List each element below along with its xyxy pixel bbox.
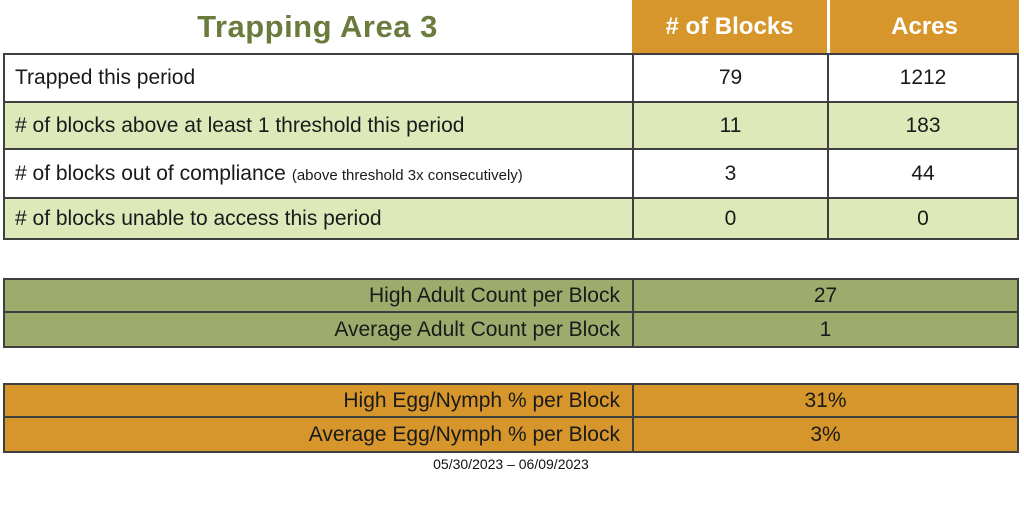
egg-nymph-table: High Egg/Nymph % per Block 31% Average E… <box>3 383 1019 453</box>
row-value: 1 <box>632 313 1017 346</box>
date-range: 05/30/2023 – 06/09/2023 <box>433 456 589 472</box>
row-label: # of blocks out of compliance (above thre… <box>5 150 632 197</box>
row-label: Trapped this period <box>15 66 196 89</box>
table-row: High Egg/Nymph % per Block 31% <box>5 385 1017 418</box>
table-row: High Adult Count per Block 27 <box>5 280 1017 313</box>
acres-value: 44 <box>827 150 1017 197</box>
row-label: High Egg/Nymph % per Block <box>343 388 620 412</box>
table-row: # of blocks out of compliance (above thre… <box>5 150 1017 199</box>
table-row: # of blocks above at least 1 threshold t… <box>5 103 1017 150</box>
acres-value: 183 <box>827 103 1017 148</box>
row-label: # of blocks unable to access this period <box>15 206 382 230</box>
table-row: Average Egg/Nymph % per Block 3% <box>5 418 1017 451</box>
row-value: 27 <box>632 280 1017 311</box>
summary-table-header: Trapping Area 3 # of Blocks Acres <box>3 0 1019 53</box>
table-row: # of blocks unable to access this period… <box>5 199 1017 240</box>
acres-value: 1212 <box>827 55 1017 101</box>
column-header-acres: Acres <box>827 0 1019 53</box>
page-title: Trapping Area 3 <box>3 0 632 53</box>
blocks-value: 0 <box>632 199 827 238</box>
row-label: Average Adult Count per Block <box>334 317 620 341</box>
trapping-report: Trapping Area 3 # of Blocks Acres Trappe… <box>3 0 1019 472</box>
blocks-value: 79 <box>632 55 827 101</box>
table-row: Trapped this period 79 1212 <box>5 55 1017 103</box>
row-value: 31% <box>632 385 1017 416</box>
row-label-note: (above threshold 3x consecutively) <box>291 166 523 184</box>
blocks-value: 3 <box>632 150 827 197</box>
acres-value: 0 <box>827 199 1017 238</box>
row-value: 3% <box>632 418 1017 451</box>
row-label-main: # of blocks out of compliance <box>15 161 286 185</box>
row-label: Average Egg/Nymph % per Block <box>308 422 620 446</box>
table-row: Average Adult Count per Block 1 <box>5 313 1017 346</box>
row-label: # of blocks above at least 1 threshold t… <box>15 113 465 137</box>
adult-count-table: High Adult Count per Block 27 Average Ad… <box>3 278 1019 348</box>
summary-table: Trapped this period 79 1212 # of blocks … <box>3 53 1019 240</box>
row-label: High Adult Count per Block <box>369 283 620 307</box>
column-header-blocks: # of Blocks <box>632 0 827 53</box>
blocks-value: 11 <box>632 103 827 148</box>
